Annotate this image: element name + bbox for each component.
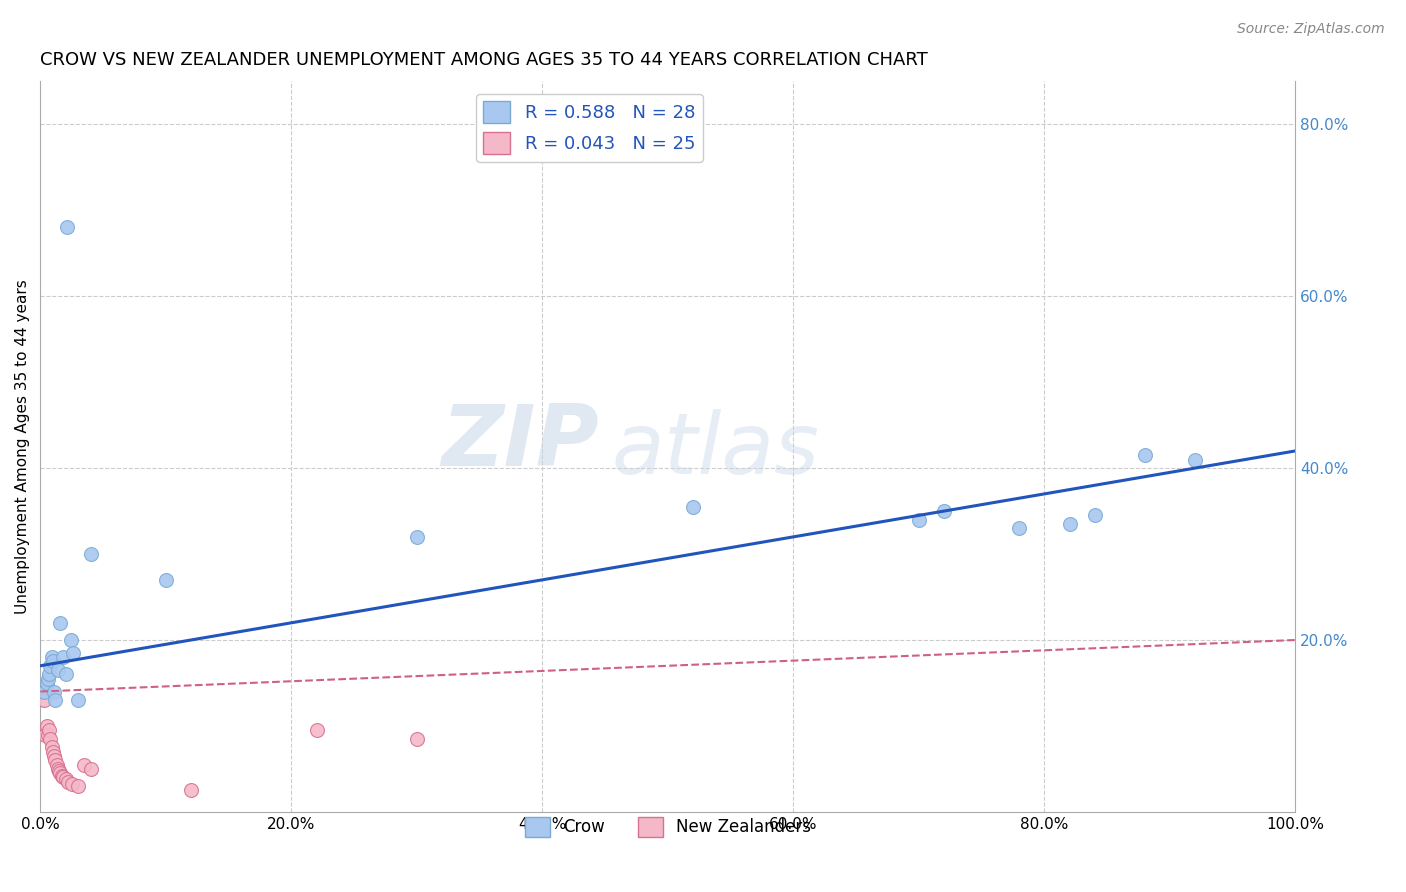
Legend: Crow, New Zealanders: Crow, New Zealanders [517, 810, 818, 844]
Point [62, 646, 84, 660]
Point [73, 757, 96, 772]
Point [51, 769, 73, 783]
Point [38, 723, 60, 738]
Y-axis label: Unemployment Among Ages 35 to 44 years: Unemployment Among Ages 35 to 44 years [15, 279, 30, 614]
Point [48, 764, 70, 778]
Point [38, 667, 60, 681]
Point [55, 220, 77, 235]
Point [1059, 516, 1081, 531]
Point [682, 500, 704, 514]
Point [44, 749, 66, 764]
Text: CROW VS NEW ZEALANDER UNEMPLOYMENT AMONG AGES 35 TO 44 YEARS CORRELATION CHART: CROW VS NEW ZEALANDER UNEMPLOYMENT AMONG… [41, 51, 928, 69]
Point [35, 719, 58, 733]
Point [41, 740, 63, 755]
Point [34, 727, 56, 741]
Point [42, 655, 65, 669]
Point [305, 723, 328, 738]
Point [39, 658, 62, 673]
Point [79, 547, 101, 561]
Point [55, 772, 77, 787]
Point [52, 771, 75, 785]
Point [1008, 521, 1031, 535]
Text: atlas: atlas [612, 409, 820, 491]
Point [39, 731, 62, 746]
Point [59, 632, 82, 647]
Point [42, 745, 65, 759]
Point [44, 684, 66, 698]
Point [56, 774, 79, 789]
Point [44, 753, 66, 767]
Point [46, 663, 69, 677]
Point [37, 672, 59, 686]
Point [37, 727, 59, 741]
Text: Source: ZipAtlas.com: Source: ZipAtlas.com [1237, 22, 1385, 37]
Point [908, 513, 931, 527]
Point [45, 757, 67, 772]
Point [41, 650, 63, 665]
Point [55, 667, 77, 681]
Point [1084, 508, 1107, 523]
Point [406, 530, 429, 544]
Point [1133, 448, 1156, 462]
Point [67, 693, 90, 707]
Point [932, 504, 955, 518]
Point [49, 766, 72, 780]
Point [32, 693, 55, 707]
Point [32, 684, 55, 698]
Text: ZIP: ZIP [441, 401, 599, 484]
Point [406, 731, 429, 746]
Point [49, 615, 72, 630]
Point [79, 762, 101, 776]
Point [60, 777, 83, 791]
Point [52, 650, 75, 665]
Point [35, 676, 58, 690]
Point [44, 693, 66, 707]
Point [180, 783, 202, 797]
Point [155, 573, 177, 587]
Point [1184, 452, 1206, 467]
Point [67, 779, 90, 793]
Point [46, 762, 69, 776]
